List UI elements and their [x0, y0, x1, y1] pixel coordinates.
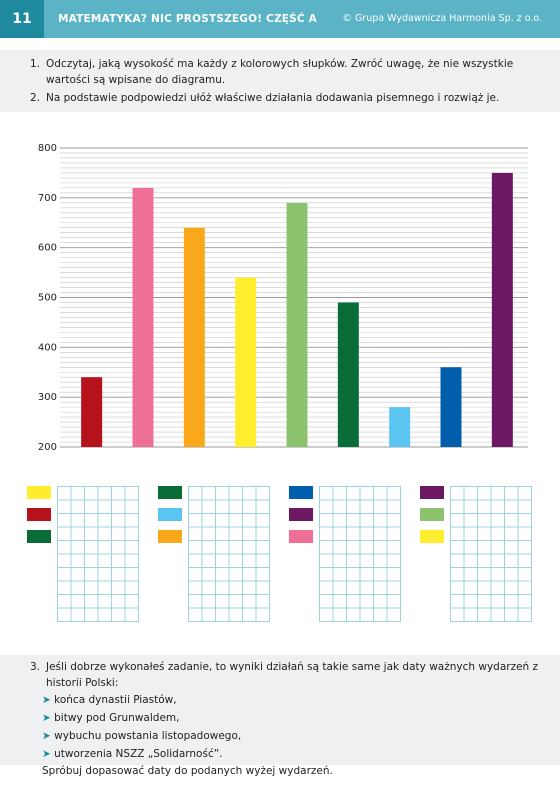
event-text: bitwy pod Grunwaldem,	[54, 712, 180, 724]
color-swatch	[420, 530, 444, 543]
y-tick-label: 700	[38, 193, 57, 204]
task-text: Odczytaj, jaką wysokość ma każdy z kolor…	[46, 58, 514, 86]
task: 2. Na podstawie podpowiedzi ułóż właściwe…	[30, 90, 540, 106]
event-text: utworzenia NSZZ „Solidarność”.	[54, 748, 223, 760]
task-text: Jeśli dobrze wykonałeś zadanie, to wynik…	[46, 661, 539, 689]
color-swatch	[27, 486, 51, 499]
task: 3. Jeśli dobrze wykonałeś zadanie, to wyn…	[30, 659, 540, 779]
color-swatch	[420, 508, 444, 521]
bar	[286, 202, 308, 447]
color-swatch	[158, 530, 182, 543]
bar	[337, 302, 359, 447]
bar-chart: 200 300 400 500 600 700 800	[38, 143, 528, 453]
y-tick-label: 500	[38, 293, 57, 304]
event-list: końca dynastii Piastów, bitwy pod Grunwa…	[30, 691, 540, 763]
page-number: 11	[0, 0, 44, 38]
y-tick-label: 800	[38, 143, 57, 154]
event-item: bitwy pod Grunwaldem,	[42, 709, 540, 727]
task-number: 1.	[30, 58, 41, 70]
task: 1. Odczytaj, jaką wysokość ma każdy z kol…	[30, 56, 540, 88]
event-item: utworzenia NSZZ „Solidarność”.	[42, 745, 540, 763]
task-closing: Spróbuj dopasować daty do podanych wyżej…	[42, 765, 333, 777]
squared-grid	[450, 486, 532, 622]
task-number: 2.	[30, 92, 41, 104]
header: 11 MATEMATYKA? NIC PROSTSZEGO! CZĘŚĆ A ©…	[0, 0, 560, 38]
squared-grid	[188, 486, 270, 622]
task-text: Na podstawie podpowiedzi ułóż właściwe d…	[46, 92, 500, 104]
color-swatch	[158, 486, 182, 499]
task-box: 3. Jeśli dobrze wykonałeś zadanie, to wyn…	[0, 655, 560, 777]
squared-grid	[319, 486, 401, 622]
y-tick-label: 200	[38, 442, 57, 453]
color-swatch	[158, 508, 182, 521]
bar	[389, 407, 411, 447]
event-item: końca dynastii Piastów,	[42, 691, 540, 709]
bar	[132, 187, 154, 447]
copyright: © Grupa Wydawnicza Harmonia Sp. z o.o.	[342, 13, 542, 24]
y-tick-label: 600	[38, 243, 57, 254]
color-swatch	[289, 508, 313, 521]
event-text: końca dynastii Piastów,	[54, 694, 177, 706]
color-swatch	[27, 508, 51, 521]
task-number: 3.	[30, 661, 41, 673]
task-box: 1. Odczytaj, jaką wysokość ma każdy z kol…	[0, 50, 560, 112]
event-text: wybuchu powstania listopadowego,	[54, 730, 242, 742]
color-swatch	[420, 486, 444, 499]
bar	[235, 277, 257, 447]
bar	[81, 377, 103, 447]
event-item: wybuchu powstania listopadowego,	[42, 727, 540, 745]
bar	[183, 227, 205, 447]
squared-grid	[57, 486, 139, 622]
bar	[440, 367, 462, 447]
y-tick-label: 300	[38, 392, 57, 403]
color-swatch	[289, 486, 313, 499]
y-tick-label: 400	[38, 342, 57, 353]
header-title: MATEMATYKA? NIC PROSTSZEGO! CZĘŚĆ A	[58, 13, 317, 25]
color-swatch	[27, 530, 51, 543]
bar	[491, 172, 513, 447]
color-swatch	[289, 530, 313, 543]
